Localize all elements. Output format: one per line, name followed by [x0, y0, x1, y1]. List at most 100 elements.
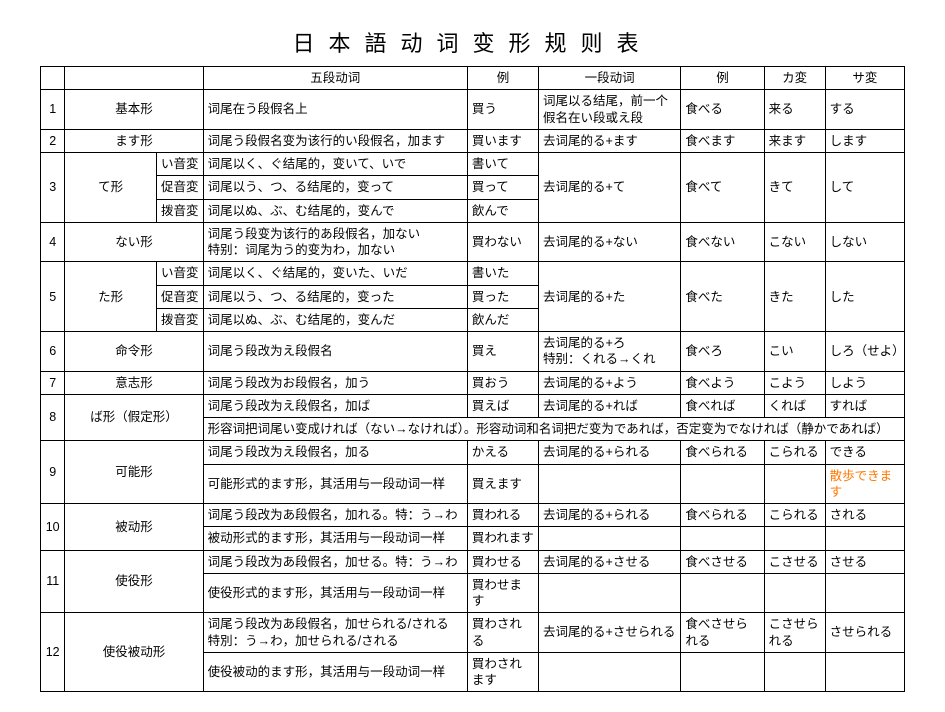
ichi-rule: 去词尾的る+よう	[539, 371, 681, 394]
form-name: 使役被动形	[65, 613, 203, 692]
ex2: 食べて	[681, 153, 764, 223]
ex2: 食べた	[681, 262, 764, 332]
sa	[825, 573, 904, 613]
subtype: い音変	[156, 262, 203, 285]
ex2: 食べられる	[681, 441, 764, 464]
ex2: 食べよう	[681, 371, 764, 394]
table-row: 1 基本形 词尾在う段假名上 買う 词尾以る结尾，前一个假名在い段或え段 食べる…	[41, 90, 905, 130]
ichi-rule: 去词尾的る+ろ 特别：くれる→くれ	[539, 332, 681, 372]
ex2: 食べろ	[681, 332, 764, 372]
table-row: 11 使役形 词尾う段改为あ段假名，加せる。特：う→わ 買わせる 去词尾的る+さ…	[41, 550, 905, 573]
subtype: 促音変	[156, 176, 203, 199]
ex1: 書いた	[467, 262, 538, 285]
ka: 来ます	[764, 129, 825, 152]
ichi-rule	[539, 573, 681, 613]
form-name: た形	[65, 262, 156, 332]
row-num: 2	[41, 129, 65, 152]
godan-rule: 词尾う段改为あ段假名，加れる。特：う→わ	[203, 504, 467, 527]
sa: される	[825, 504, 904, 527]
table-row: 3 て形 い音変 词尾以く、ぐ结尾的，变いて、いで 書いて 去词尾的る+て 食べ…	[41, 153, 905, 176]
ex2: 食べさせる	[681, 550, 764, 573]
ichi-rule: 去词尾的る+ない	[539, 222, 681, 262]
page-title: 日本語动词变形规则表	[40, 26, 905, 58]
h-godan: 五段动词	[203, 67, 467, 90]
ichi-rule: 词尾以る结尾，前一个假名在い段或え段	[539, 90, 681, 130]
table-row: 6 命令形 词尾う段改为え段假名 買え 去词尾的る+ろ 特别：くれる→くれ 食べ…	[41, 332, 905, 372]
sa: しよう	[825, 371, 904, 394]
ex1: 買わない	[467, 222, 538, 262]
ex1: 買えます	[467, 464, 538, 504]
form-name: 被动形	[65, 504, 203, 551]
row-num: 7	[41, 371, 65, 394]
form-name: 可能形	[65, 441, 203, 504]
sa: しろ（せよ）	[825, 332, 904, 372]
ka	[764, 652, 825, 692]
sa	[825, 527, 904, 550]
godan-rule: 词尾以く、ぐ结尾的，变いて、いで	[203, 153, 467, 176]
table-row: 10 被动形 词尾う段改为あ段假名，加れる。特：う→わ 買われる 去词尾的る+ら…	[41, 504, 905, 527]
row-num: 5	[41, 262, 65, 332]
ichi-rule: 去词尾的る+られる	[539, 504, 681, 527]
sa: 散歩できます	[825, 464, 904, 504]
ex2: 食べる	[681, 90, 764, 130]
godan-rule: 词尾う段改为え段假名	[203, 332, 467, 372]
sa: します	[825, 129, 904, 152]
ka: こられる	[764, 504, 825, 527]
ichi-rule: 去词尾的る+させられる	[539, 613, 681, 653]
ex1: 書いて	[467, 153, 538, 176]
table-row: 12 使役被动形 词尾う段改为あ段假名，加せられる/される 特別：う→わ，加せら…	[41, 613, 905, 653]
ex1: 買う	[467, 90, 538, 130]
table-row: 7 意志形 词尾う段改为お段假名，加う 買おう 去词尾的る+よう 食べよう こよ…	[41, 371, 905, 394]
h-ex2: 例	[681, 67, 764, 90]
ex1: 買います	[467, 129, 538, 152]
ka: こよう	[764, 371, 825, 394]
ka: きた	[764, 262, 825, 332]
row-num: 12	[41, 613, 65, 692]
table-row: 2 ます形 词尾う段假名变为该行的い段假名，加ます 買います 去词尾的る+ます …	[41, 129, 905, 152]
ex1: 買われる	[467, 504, 538, 527]
h-ex1: 例	[467, 67, 538, 90]
row-num: 1	[41, 90, 65, 130]
ka: 来る	[764, 90, 825, 130]
godan-rule: 词尾う段改为あ段假名，加せる。特：う→わ	[203, 550, 467, 573]
header-row: 五段动词 例 一段动词 例 カ変 サ変	[41, 67, 905, 90]
godan-rule: 词尾う段改为え段假名，加ば	[203, 394, 467, 417]
form-name: ば形（假定形）	[65, 394, 203, 441]
ichi-rule: 去词尾的る+て	[539, 153, 681, 223]
table-row: 9 可能形 词尾う段改为え段假名，加る かえる 去词尾的る+られる 食べられる …	[41, 441, 905, 464]
subtype: 拨音変	[156, 199, 203, 222]
sa: すれば	[825, 394, 904, 417]
sa: した	[825, 262, 904, 332]
sa: できる	[825, 441, 904, 464]
sa: しない	[825, 222, 904, 262]
ka	[764, 464, 825, 504]
ex1: 買え	[467, 332, 538, 372]
ex1: 買わされます	[467, 652, 538, 692]
form-name: 意志形	[65, 371, 203, 394]
ex1: かえる	[467, 441, 538, 464]
form-name: ない形	[65, 222, 203, 262]
godan-rule: 词尾以う、つ、る结尾的，变った	[203, 285, 467, 308]
h-name	[65, 67, 203, 90]
sa: して	[825, 153, 904, 223]
ex1: 買おう	[467, 371, 538, 394]
godan-rule: 词尾う段假名变为该行的い段假名，加ます	[203, 129, 467, 152]
godan-rule: 词尾以う、つ、る结尾的，变って	[203, 176, 467, 199]
ka: くれば	[764, 394, 825, 417]
form-name: ます形	[65, 129, 203, 152]
godan-rule: 词尾以く、ぐ结尾的，变いた、いだ	[203, 262, 467, 285]
h-ichidan: 一段动词	[539, 67, 681, 90]
ka	[764, 573, 825, 613]
ka: こい	[764, 332, 825, 372]
subtype: 拨音変	[156, 308, 203, 331]
ex2	[681, 464, 764, 504]
row-num: 10	[41, 504, 65, 551]
table-row: 4 ない形 词尾う段变为该行的あ段假名，加ない 特别：词尾为う的变为わ，加ない …	[41, 222, 905, 262]
godan-rule: 使役形式的ます形，其活用与一段动词一样	[203, 573, 467, 613]
ichi-rule: 去词尾的る+られる	[539, 441, 681, 464]
ex2: 食べれば	[681, 394, 764, 417]
table-row: 8 ば形（假定形） 词尾う段改为え段假名，加ば 買えば 去词尾的る+れば 食べれ…	[41, 394, 905, 417]
ex1: 買って	[467, 176, 538, 199]
godan-rule: 词尾う段改为お段假名，加う	[203, 371, 467, 394]
godan-rule: 词尾以ぬ、ぶ、む结尾的，变んだ	[203, 308, 467, 331]
